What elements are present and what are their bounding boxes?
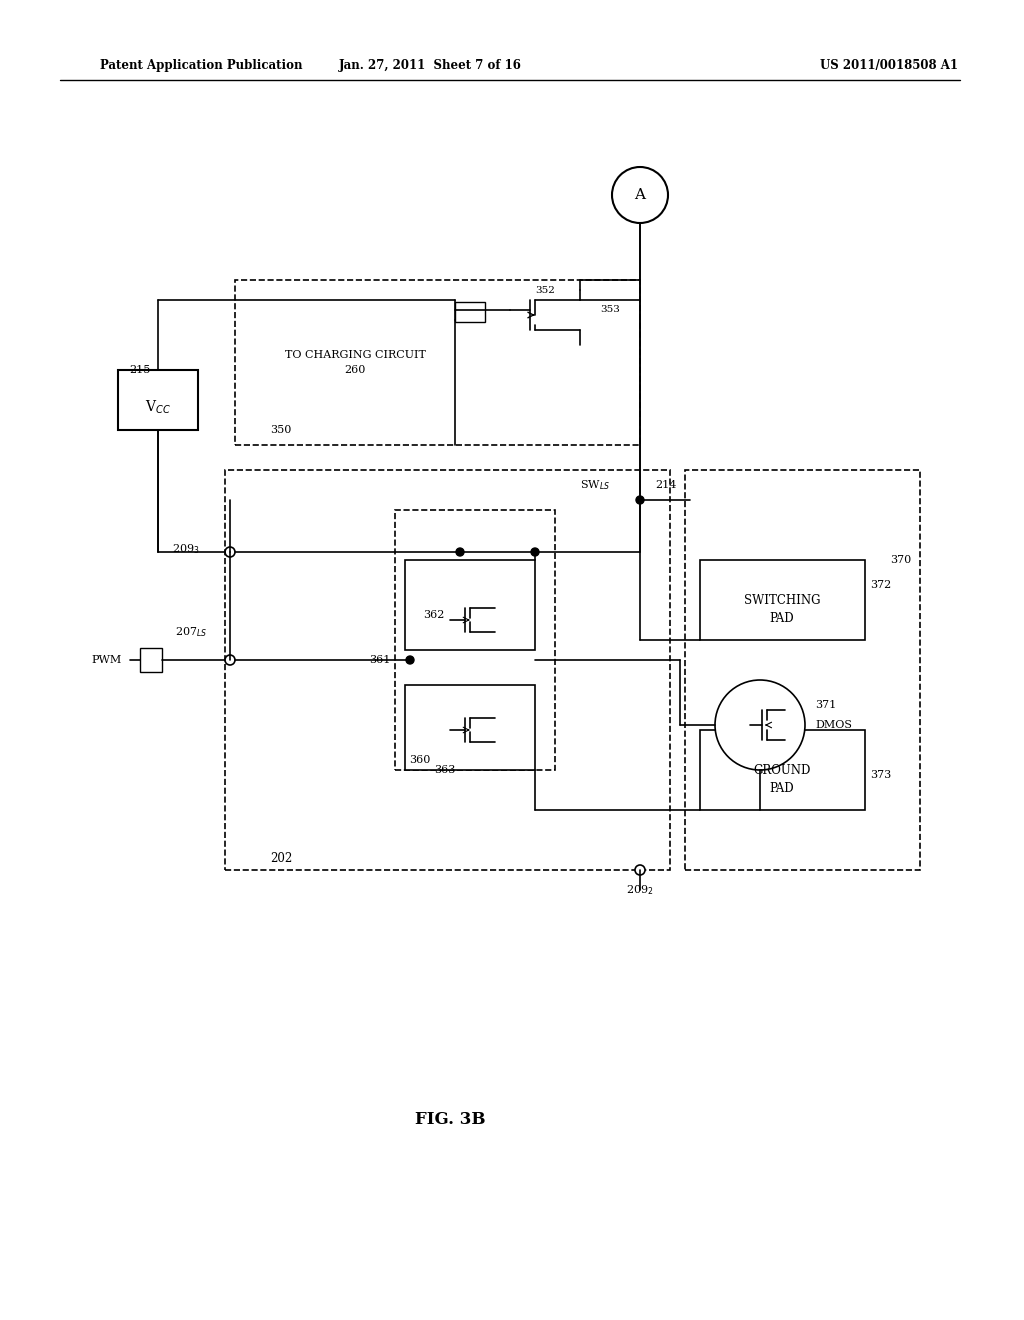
Text: 352: 352 <box>536 286 555 294</box>
Text: 202: 202 <box>270 851 292 865</box>
Text: 260: 260 <box>344 366 366 375</box>
Text: 373: 373 <box>870 770 891 780</box>
Text: 372: 372 <box>870 579 891 590</box>
Text: 209$_3$: 209$_3$ <box>172 543 200 556</box>
Text: 350: 350 <box>270 425 292 436</box>
Bar <box>406 560 535 649</box>
Circle shape <box>456 548 464 556</box>
Bar <box>455 302 485 322</box>
Text: A: A <box>635 187 645 202</box>
Circle shape <box>225 655 234 665</box>
Text: 363: 363 <box>434 766 456 775</box>
Text: 207$_{LS}$: 207$_{LS}$ <box>175 626 207 639</box>
Circle shape <box>636 496 644 504</box>
Text: SW$_{LS}$: SW$_{LS}$ <box>580 478 610 492</box>
Bar <box>700 560 865 640</box>
Text: PWM: PWM <box>92 655 122 665</box>
Text: TO CHARGING CIRCUIT: TO CHARGING CIRCUIT <box>285 350 425 360</box>
Bar <box>118 370 198 430</box>
Text: SWITCHING: SWITCHING <box>743 594 820 606</box>
Text: 214: 214 <box>655 480 677 490</box>
Text: PAD: PAD <box>770 611 795 624</box>
Bar <box>406 685 535 770</box>
Text: 361: 361 <box>369 655 390 665</box>
Bar <box>700 730 865 810</box>
Text: 362: 362 <box>424 610 445 620</box>
Text: 371: 371 <box>815 700 837 710</box>
Text: PAD: PAD <box>770 781 795 795</box>
Text: DMOS: DMOS <box>815 719 852 730</box>
Text: Patent Application Publication: Patent Application Publication <box>100 58 302 71</box>
Text: 215: 215 <box>129 366 151 375</box>
Bar <box>685 470 920 870</box>
Circle shape <box>612 168 668 223</box>
Circle shape <box>715 680 805 770</box>
Bar <box>140 648 162 672</box>
Circle shape <box>635 865 645 875</box>
Circle shape <box>531 548 539 556</box>
Text: 370: 370 <box>890 554 911 565</box>
Bar <box>234 280 640 445</box>
Text: US 2011/0018508 A1: US 2011/0018508 A1 <box>820 58 958 71</box>
Text: Jan. 27, 2011  Sheet 7 of 16: Jan. 27, 2011 Sheet 7 of 16 <box>339 58 521 71</box>
Text: 353: 353 <box>600 305 620 314</box>
Circle shape <box>225 546 234 557</box>
Text: FIG. 3B: FIG. 3B <box>415 1111 485 1129</box>
Text: 360: 360 <box>410 755 431 766</box>
Text: GROUND: GROUND <box>754 763 811 776</box>
Bar <box>395 510 555 770</box>
Circle shape <box>406 656 414 664</box>
Text: 209$_2$: 209$_2$ <box>627 883 653 896</box>
Text: V$_{CC}$: V$_{CC}$ <box>145 399 171 416</box>
Bar <box>225 470 670 870</box>
